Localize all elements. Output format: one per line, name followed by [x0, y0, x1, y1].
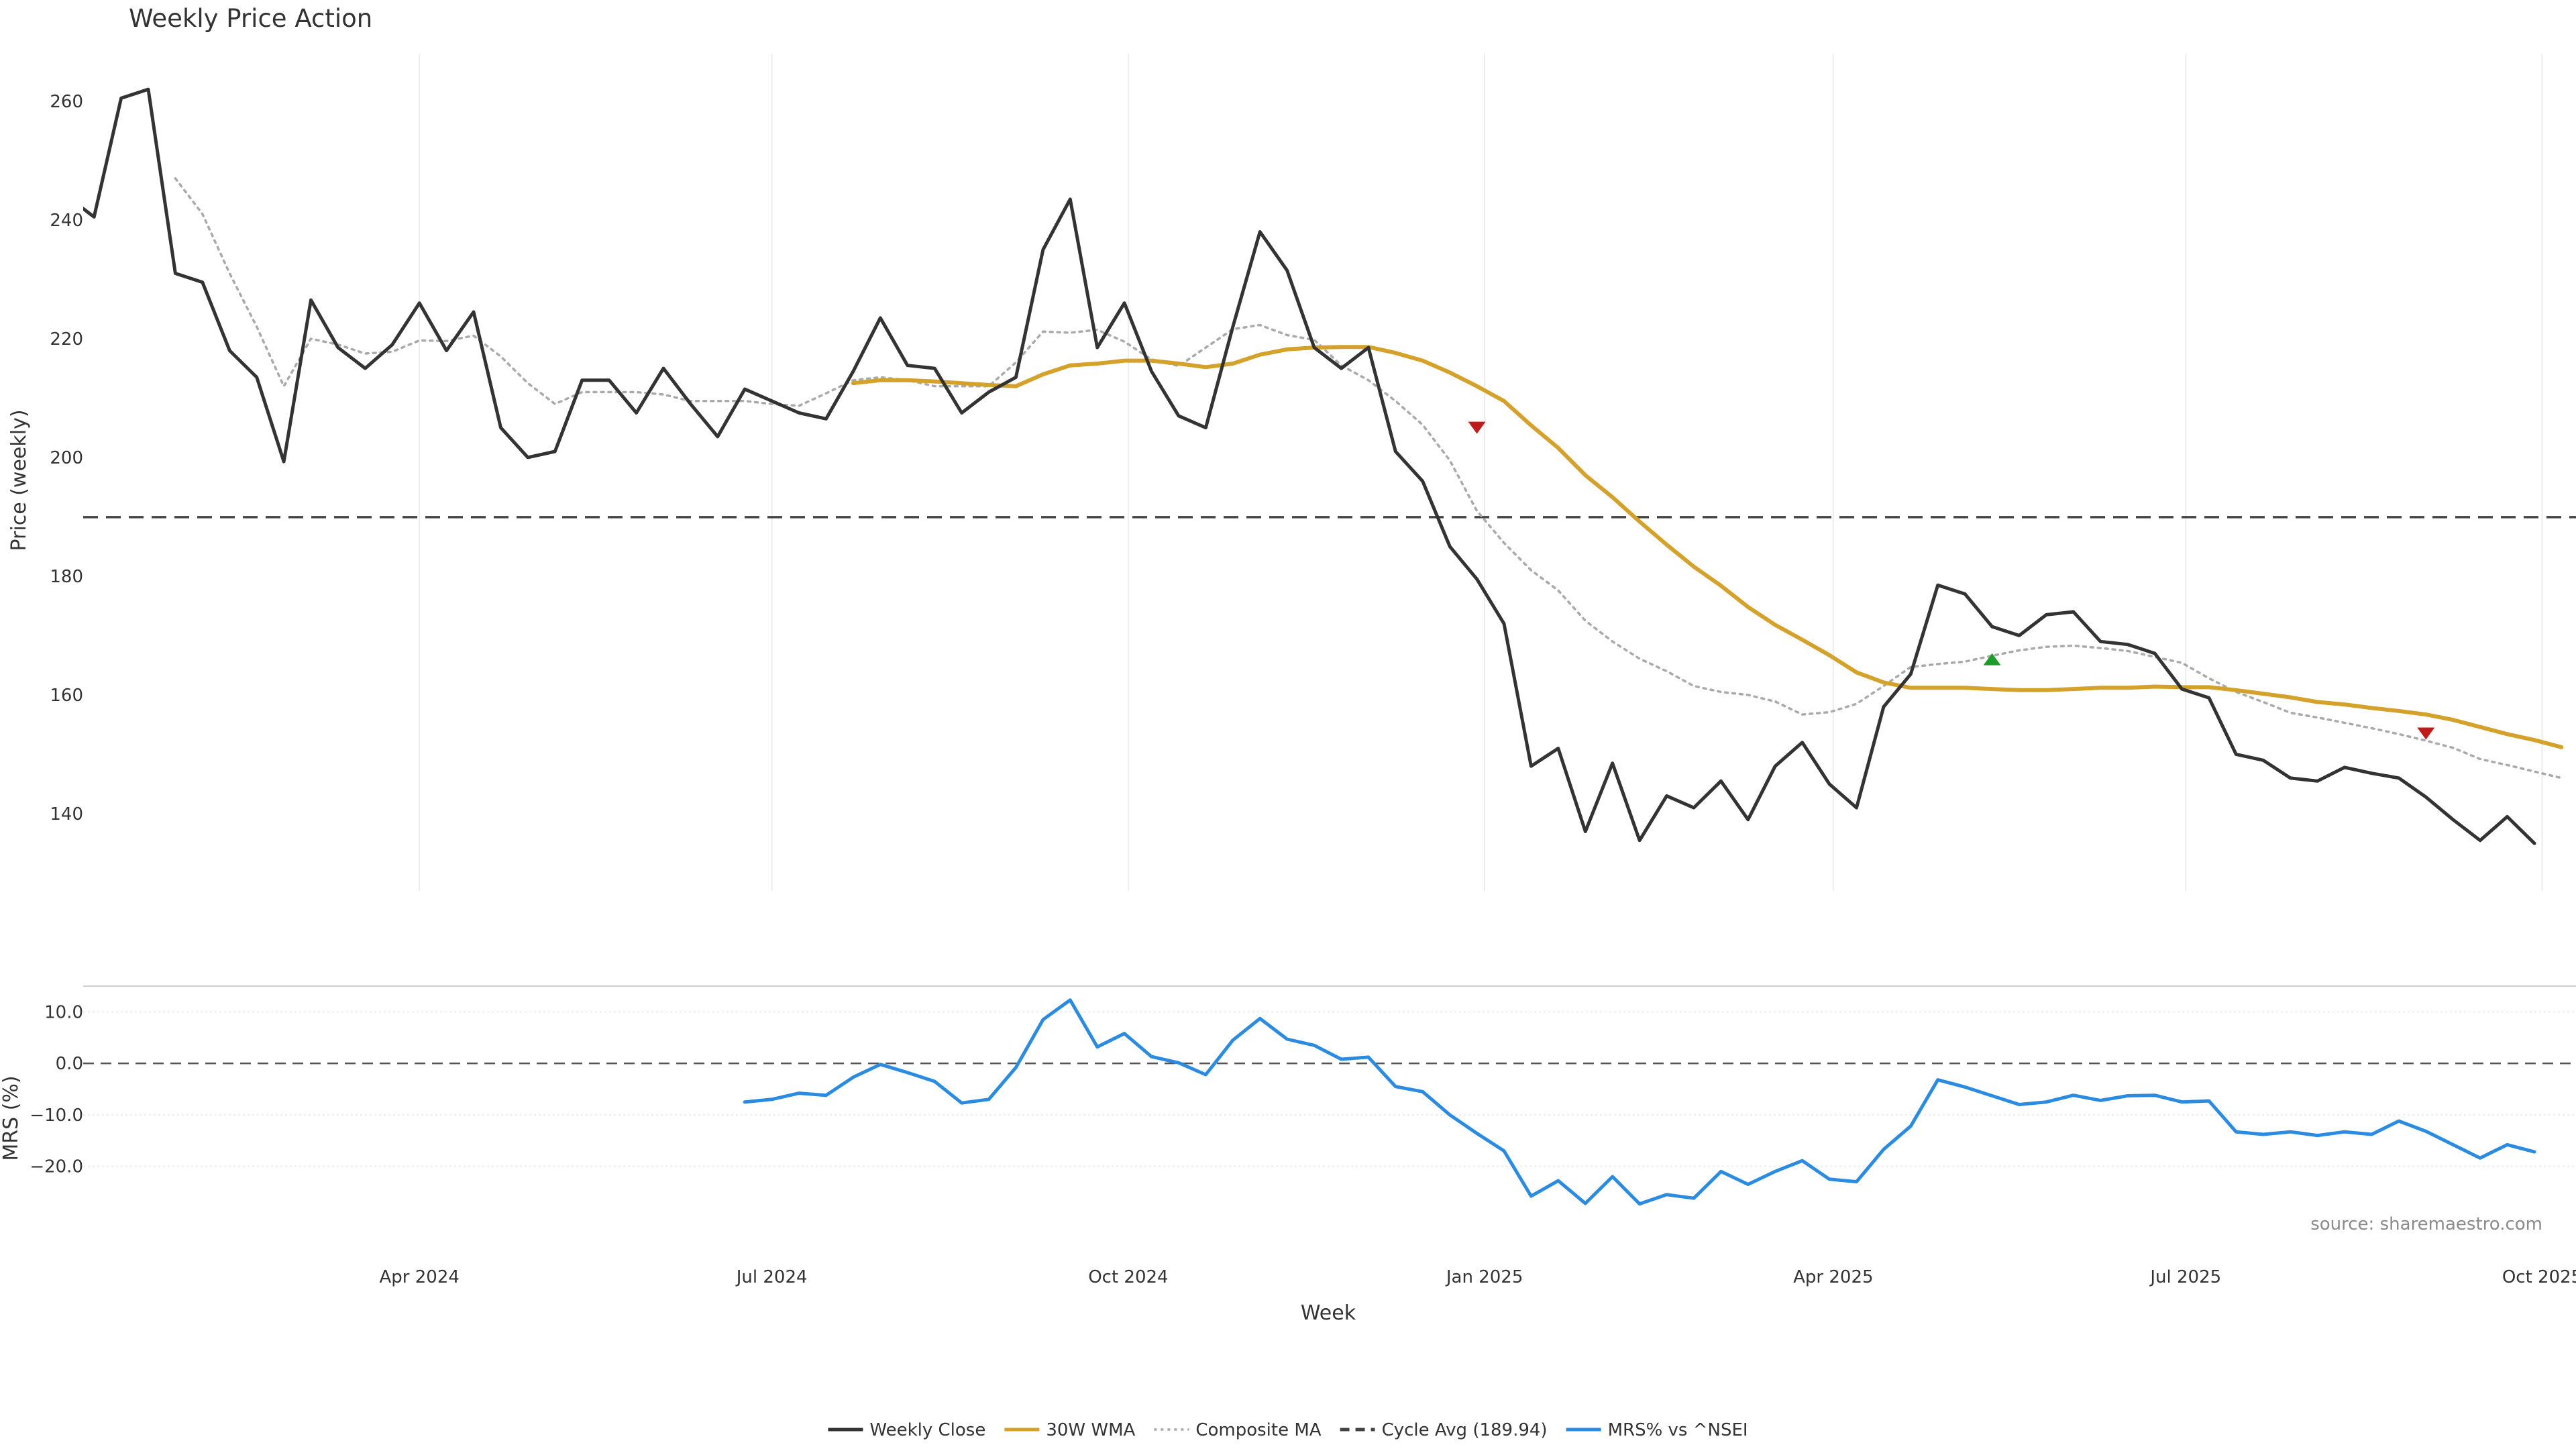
legend-item: Cycle Avg (189.94) — [1340, 1420, 1548, 1440]
x-tick-label: Oct 2025 — [2502, 1267, 2576, 1287]
x-tick-label: Jul 2024 — [735, 1267, 808, 1287]
price-y-tick-label: 160 — [50, 686, 83, 706]
legend-item: 30W WMA — [1004, 1420, 1136, 1440]
price-y-tick-label: 260 — [50, 92, 83, 112]
legend-label: Weekly Close — [869, 1420, 985, 1440]
legend-label: MRS% vs ^NSEI — [1608, 1420, 1748, 1440]
mrs-y-tick-label: −10.0 — [30, 1106, 83, 1126]
x-axis: Apr 2024 Jul 2024 Oct 2024 Jan 2025 Apr 2025… — [379, 1267, 2576, 1325]
buy-signal-marker — [1983, 653, 2001, 665]
wma-30w-line — [851, 345, 2564, 749]
legend: Weekly Close 30W WMA Composite MA Cycle Avg… — [828, 1420, 1748, 1440]
legend-label: 30W WMA — [1046, 1420, 1135, 1440]
composite-ma-line — [174, 177, 2563, 780]
mrs-y-tick-label: 10.0 — [44, 1002, 83, 1022]
mrs-y-tick-label: 0.0 — [56, 1054, 83, 1074]
sell-signal-marker — [2417, 727, 2435, 740]
mrs-y-tick-label: −20.0 — [30, 1157, 83, 1177]
price-y-tick-label: 180 — [50, 567, 83, 587]
x-tick-label: Apr 2025 — [1793, 1267, 1873, 1287]
legend-label: Composite MA — [1195, 1420, 1321, 1440]
chart-title: Weekly Price Action — [129, 4, 372, 33]
x-axis-title: Week — [1301, 1301, 1356, 1325]
legend-item: Weekly Close — [828, 1420, 985, 1440]
x-tick-label: Apr 2024 — [379, 1267, 459, 1287]
mrs-line — [743, 998, 2536, 1206]
price-y-tick-label: 140 — [50, 804, 83, 824]
x-tick-label: Oct 2024 — [1088, 1267, 1168, 1287]
price-y-tick-label: 240 — [50, 211, 83, 231]
weekly-close-line — [83, 87, 2536, 845]
x-tick-label: Jan 2025 — [1445, 1267, 1523, 1287]
source-note: source: sharemaestro.com — [2310, 1214, 2542, 1234]
price-y-axis-title: Price (weekly) — [7, 409, 31, 551]
price-y-tick-label: 220 — [50, 329, 83, 350]
x-tick-label: Jul 2025 — [2149, 1267, 2221, 1287]
mrs-panel: 10.0 0.0 −10.0 −20.0 MRS (%) — [0, 985, 2576, 1206]
price-y-tick-label: 200 — [50, 448, 83, 468]
legend-item: Composite MA — [1154, 1420, 1322, 1440]
sell-signal-marker — [1468, 421, 1486, 434]
price-panel: 140 160 180 200 220 240 260 Price (weekly) — [7, 54, 2576, 891]
mrs-y-axis-title: MRS (%) — [0, 1075, 23, 1161]
legend-label: Cycle Avg (189.94) — [1382, 1420, 1548, 1440]
legend-item: MRS% vs ^NSEI — [1566, 1420, 1748, 1440]
